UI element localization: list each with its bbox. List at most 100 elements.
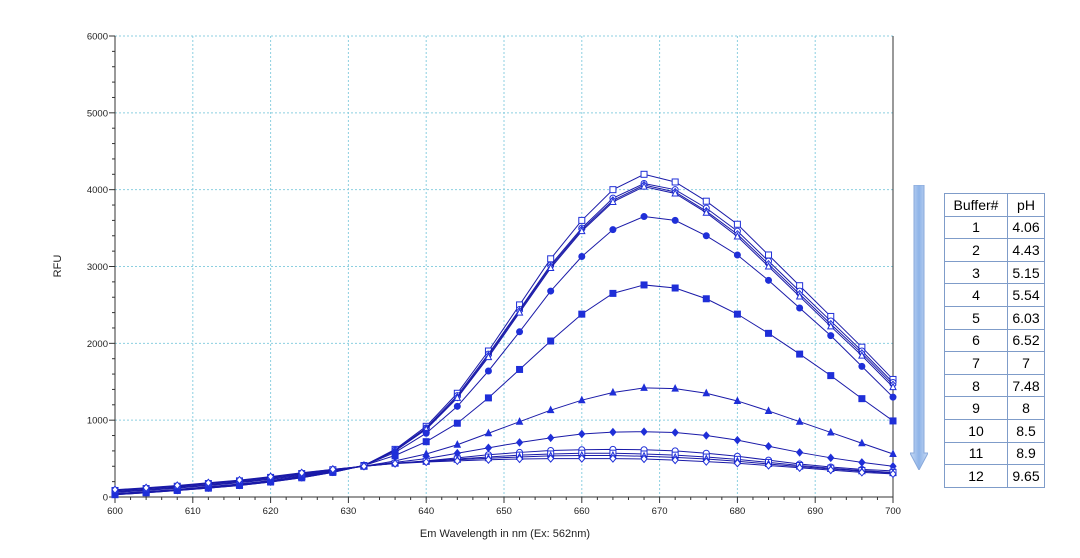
table-row: 4 5.54 bbox=[944, 283, 1045, 307]
table-row: 2 4.43 bbox=[944, 238, 1045, 262]
y-axis-title: RFU bbox=[52, 255, 64, 278]
data-point bbox=[858, 438, 866, 447]
series-line bbox=[114, 458, 894, 491]
data-point bbox=[671, 455, 679, 465]
data-point bbox=[515, 307, 524, 316]
data-point bbox=[484, 394, 492, 402]
data-point bbox=[516, 328, 524, 336]
data-point bbox=[577, 226, 586, 235]
data-point bbox=[827, 453, 835, 463]
ph-cell: 4.06 bbox=[1007, 215, 1045, 240]
data-point bbox=[422, 429, 430, 437]
data-point bbox=[858, 351, 866, 359]
data-point bbox=[609, 427, 617, 437]
data-point bbox=[702, 388, 711, 397]
data-point bbox=[733, 435, 742, 445]
buffer-cell: 10 bbox=[944, 418, 1008, 443]
ph-cell: 5.54 bbox=[1007, 283, 1045, 307]
data-point bbox=[204, 478, 213, 488]
data-point bbox=[733, 220, 741, 228]
data-point bbox=[547, 287, 555, 295]
data-point bbox=[826, 427, 835, 436]
x-tick-label: 620 bbox=[263, 506, 279, 517]
header-buffer: Buffer# bbox=[944, 193, 1008, 217]
data-point bbox=[609, 454, 617, 463]
data-point bbox=[733, 458, 742, 468]
data-point bbox=[764, 261, 773, 270]
table-row: 12 9.65 bbox=[944, 464, 1045, 488]
data-point bbox=[889, 393, 897, 401]
data-point bbox=[764, 406, 773, 414]
data-point bbox=[765, 251, 773, 259]
data-point bbox=[546, 263, 555, 272]
data-point bbox=[329, 465, 337, 474]
y-tick-label: 6000 bbox=[87, 32, 108, 43]
data-point bbox=[547, 433, 555, 443]
data-point bbox=[609, 226, 617, 234]
data-point bbox=[546, 405, 555, 414]
data-point bbox=[764, 442, 773, 451]
data-point bbox=[889, 469, 897, 479]
data-point bbox=[515, 417, 524, 425]
data-point bbox=[640, 281, 648, 289]
data-point bbox=[858, 395, 866, 403]
data-point bbox=[640, 427, 648, 436]
y-tick-label: 0 bbox=[103, 493, 108, 504]
data-point bbox=[671, 428, 679, 437]
data-point bbox=[640, 170, 648, 178]
buffer-cell: 7 bbox=[944, 351, 1008, 375]
x-tick-label: 680 bbox=[729, 506, 745, 517]
buffer-cell: 8 bbox=[944, 373, 1008, 398]
data-point bbox=[827, 465, 835, 475]
data-point bbox=[547, 255, 555, 263]
table-row: 1 4.06 bbox=[944, 215, 1045, 240]
data-point bbox=[795, 291, 804, 300]
data-point bbox=[578, 429, 586, 439]
data-point bbox=[142, 483, 150, 493]
data-point bbox=[422, 457, 430, 467]
data-point bbox=[516, 365, 524, 373]
buffer-cell: 4 bbox=[944, 283, 1008, 307]
x-tick-label: 600 bbox=[107, 506, 123, 517]
ph-cell: 8 bbox=[1007, 396, 1045, 420]
data-point bbox=[796, 304, 804, 312]
data-point bbox=[733, 310, 741, 318]
data-point bbox=[671, 284, 679, 292]
data-point bbox=[826, 321, 835, 330]
x-tick-label: 650 bbox=[496, 506, 512, 517]
data-point bbox=[515, 454, 524, 464]
data-point bbox=[889, 449, 897, 457]
table-row: 8 7.48 bbox=[944, 373, 1045, 398]
data-point bbox=[640, 454, 648, 464]
ph-cell: 4.43 bbox=[1007, 238, 1045, 262]
data-point bbox=[111, 485, 119, 494]
data-point bbox=[889, 382, 897, 391]
data-point bbox=[547, 454, 555, 463]
data-point bbox=[827, 332, 835, 340]
data-point bbox=[640, 213, 648, 221]
data-point bbox=[453, 402, 461, 410]
x-tick-label: 660 bbox=[574, 506, 590, 517]
y-tick-label: 3000 bbox=[87, 262, 108, 273]
buffer-cell: 2 bbox=[944, 238, 1008, 262]
ph-cell: 8.9 bbox=[1007, 441, 1045, 466]
data-point bbox=[609, 289, 617, 297]
data-point bbox=[796, 350, 804, 358]
data-point bbox=[609, 387, 617, 396]
data-point bbox=[702, 197, 710, 205]
header-ph: pH bbox=[1007, 193, 1045, 217]
data-point bbox=[173, 481, 181, 490]
ph-cell: 7.48 bbox=[1007, 373, 1045, 398]
data-point bbox=[795, 417, 804, 425]
data-point bbox=[453, 440, 462, 448]
y-tick-label: 2000 bbox=[87, 339, 108, 350]
data-point bbox=[577, 395, 586, 404]
data-point bbox=[765, 329, 773, 337]
x-tick-label: 670 bbox=[652, 506, 668, 517]
x-tick-label: 640 bbox=[418, 506, 434, 517]
data-point bbox=[235, 475, 244, 485]
buffer-cell: 9 bbox=[944, 396, 1008, 420]
x-tick-label: 700 bbox=[885, 506, 901, 517]
data-point bbox=[702, 295, 710, 303]
